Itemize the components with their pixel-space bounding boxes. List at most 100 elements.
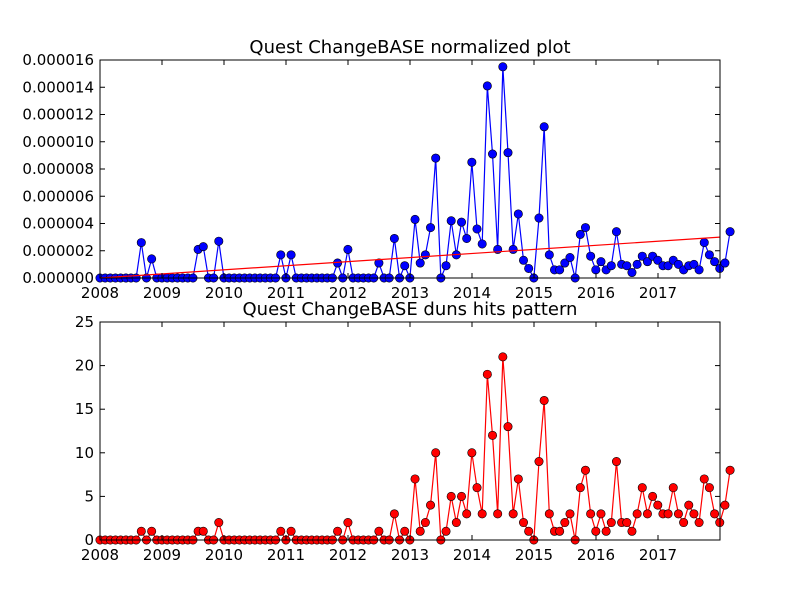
data-point [673,509,683,519]
y-tick-label: 5 [84,487,94,505]
data-point [699,238,709,248]
data-point [431,153,441,163]
data-point [457,217,467,227]
y-tick-label: 0.000014 [22,78,94,96]
series-line [99,236,721,279]
data-point [286,526,296,536]
data-point [586,251,596,261]
data-point [415,526,425,536]
data-point [710,509,720,519]
data-point [415,258,425,268]
data-point [725,465,735,475]
data-point [198,242,208,252]
x-tick-label: 2008 [81,284,119,302]
data-point [472,224,482,234]
data-point [673,259,683,269]
data-point [482,369,492,379]
data-point [663,261,673,271]
x-tick-label: 2015 [515,546,553,564]
data-point [503,422,513,432]
data-point [606,518,616,528]
data-point [482,81,492,91]
x-tick-label: 2016 [577,284,615,302]
plot-area [95,62,735,283]
data-point [147,526,157,536]
data-point [457,491,467,501]
y-tick-label: 0.000004 [22,215,94,233]
y-tick-label: 0.000006 [22,187,94,205]
x-tick-label: 2014 [453,284,491,302]
series-line [100,66,731,281]
data-point [524,526,534,536]
x-tick-label: 2015 [515,284,553,302]
panel-duns-hits-pattern: Quest ChangeBASE duns hits pattern 2008 2… [75,299,735,564]
data-point [627,526,637,536]
data-point [591,526,601,536]
data-point [333,526,343,536]
x-tick-label: 2011 [267,284,305,302]
data-point [451,518,461,528]
chart-title: Quest ChangeBASE duns hits pattern [243,299,578,320]
data-point [642,257,652,267]
x-tick-label: 2013 [391,546,429,564]
data-point [462,233,472,243]
x-tick-label: 2010 [205,546,243,564]
data-point [679,518,689,528]
data-point [446,216,456,226]
data-point [720,500,730,510]
data-point [214,236,224,246]
data-point [689,259,699,269]
axis-ticks: 2008 2009 2010 2011 2012 2013 2014 2015 2016 2017… [22,51,720,302]
x-tick-label: 2010 [205,284,243,302]
data-point [704,250,714,260]
data-point [668,483,678,493]
data-point [488,430,498,440]
data-point [611,457,621,467]
data-point [710,257,720,267]
data-point [513,209,523,219]
data-point [555,265,565,275]
data-point [544,250,554,260]
data-point [431,448,441,458]
data-point [441,261,451,271]
data-point [648,491,658,501]
data-point [472,483,482,493]
data-point [684,500,694,510]
data-point [539,395,549,405]
y-tick-label: 0.000008 [22,160,94,178]
data-point [214,518,224,528]
data-point [467,448,477,458]
data-point [611,227,621,237]
data-point [426,223,436,233]
data-point [575,483,585,493]
data-point [725,227,735,237]
data-point [518,518,528,528]
y-tick-label: 15 [75,400,94,418]
data-point [601,526,611,536]
data-point [518,255,528,265]
data-point [632,509,642,519]
y-tick-label: 0.000000 [22,269,94,287]
y-tick-label: 20 [75,357,94,375]
x-tick-label: 2012 [329,284,367,302]
data-point [565,253,575,263]
data-point [462,509,472,519]
data-point [544,509,554,519]
data-point [343,518,353,528]
data-point [493,509,503,519]
data-point [276,526,286,536]
axes-frame [99,321,721,541]
data-point [410,214,420,224]
y-tick-label: 0.000002 [22,242,94,260]
data-point [136,526,146,536]
data-point [596,509,606,519]
data-point [632,259,642,269]
y-tick-label: 25 [75,313,94,331]
data-point [374,526,384,536]
data-point [508,244,518,254]
data-point [555,526,565,536]
data-point [389,233,399,243]
data-point [534,457,544,467]
data-point [498,352,508,362]
y-tick-label: 0.000012 [22,106,94,124]
